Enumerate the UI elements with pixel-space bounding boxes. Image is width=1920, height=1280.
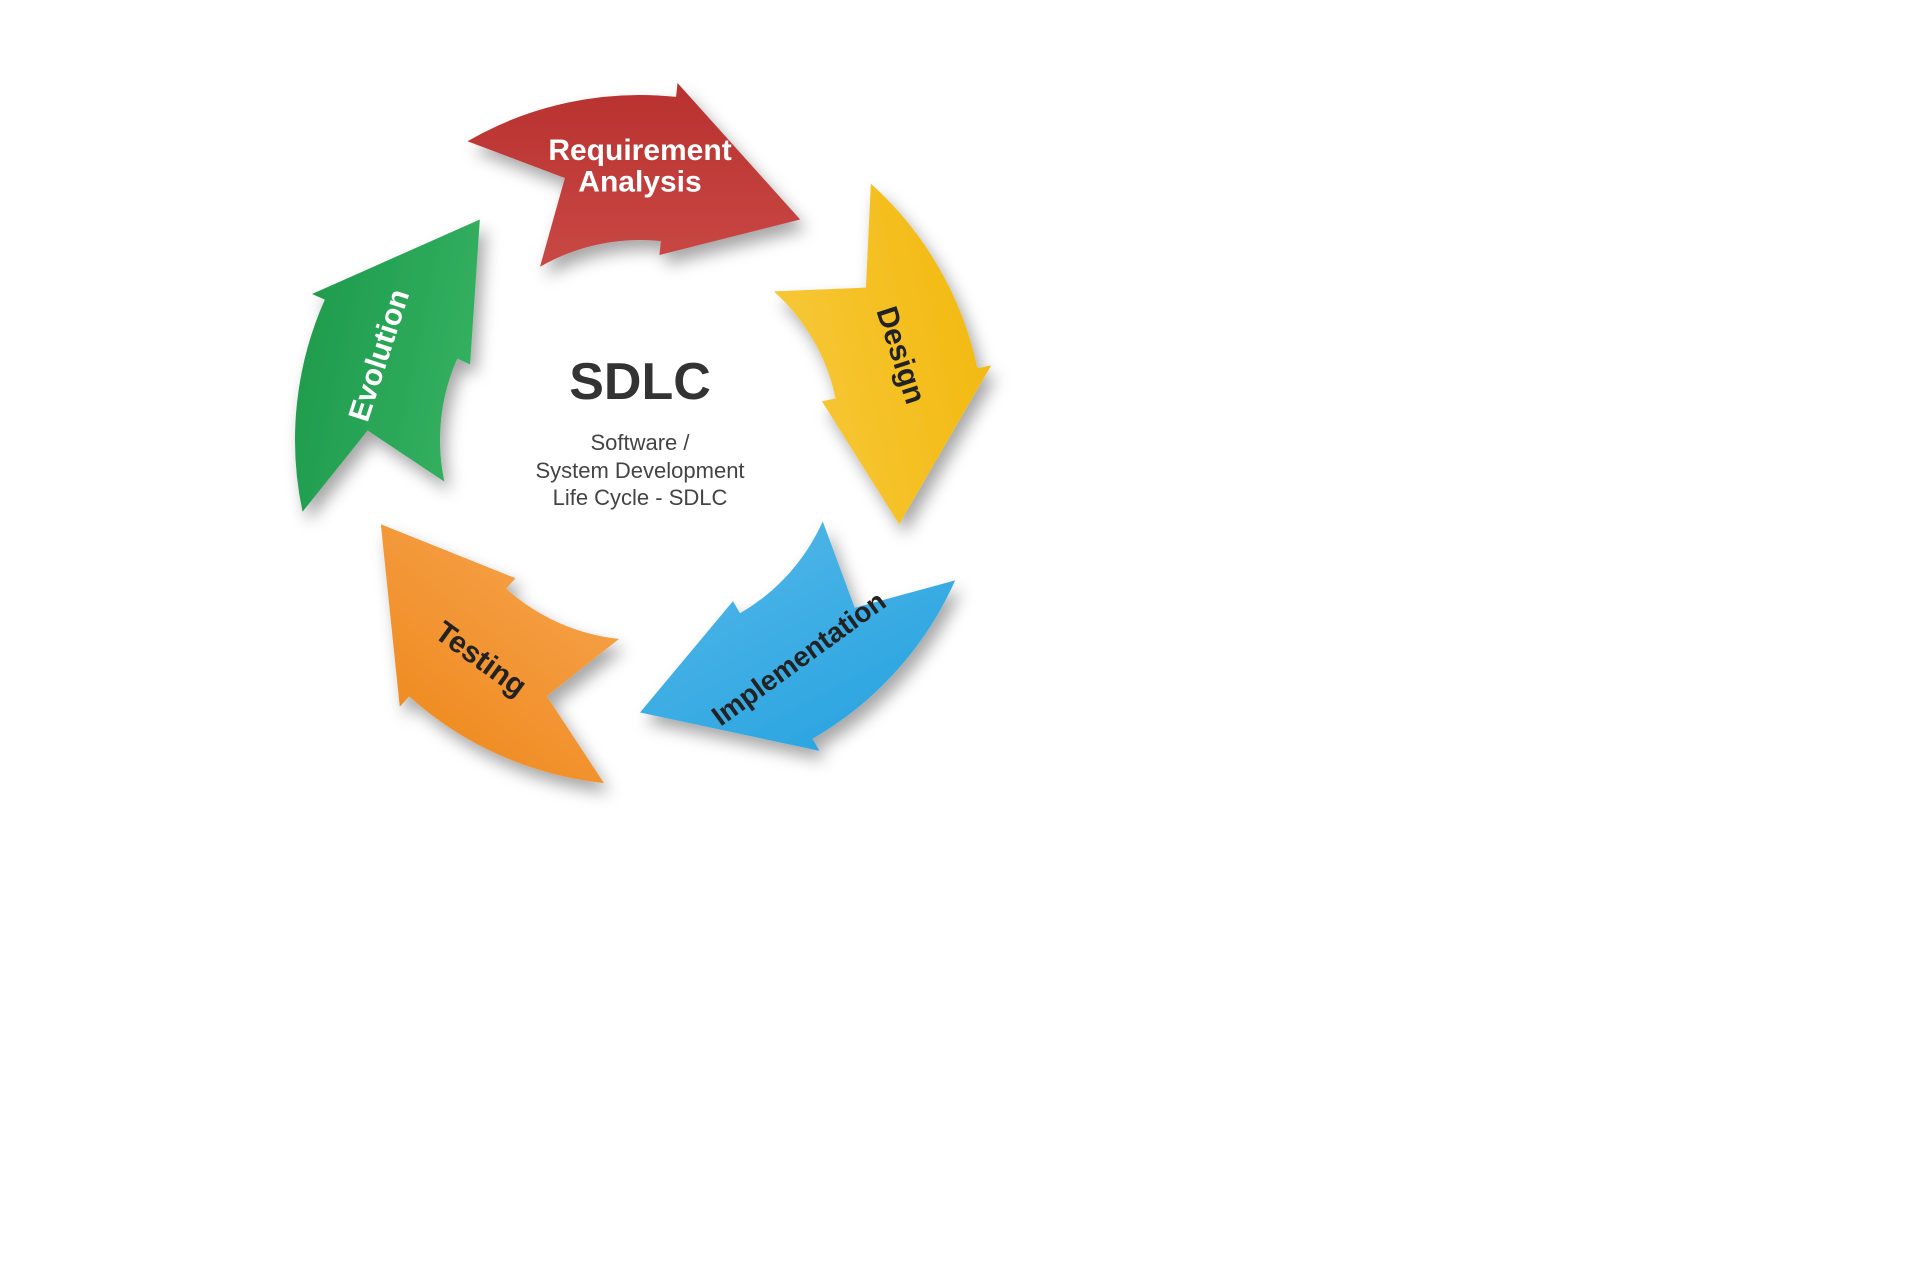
cycle-svg: RequirementAnalysisDesignImplementationT… — [0, 0, 1920, 1280]
segment-evolution — [295, 220, 480, 512]
center-subtitle-line1: Software / — [460, 429, 820, 457]
segment-implementation — [640, 521, 955, 751]
center-text-block: SDLC Software / System Development Life … — [460, 350, 820, 512]
center-title: SDLC — [460, 350, 820, 415]
center-subtitle-line3: Life Cycle - SDLC — [460, 484, 820, 512]
sdlc-cycle-diagram: RequirementAnalysisDesignImplementationT… — [0, 0, 1920, 1280]
center-subtitle-line2: System Development — [460, 457, 820, 485]
segment-testing — [381, 524, 619, 783]
segment-requirement-analysis — [468, 83, 801, 267]
